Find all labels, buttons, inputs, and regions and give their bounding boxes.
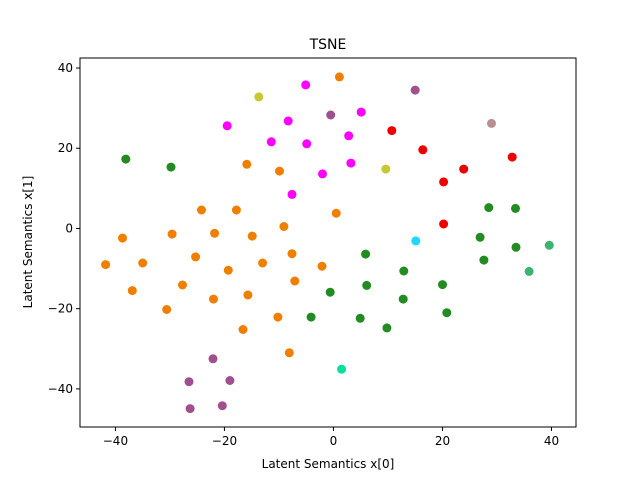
y-axis-ticks: −40 −20 0 20 40 (48, 61, 80, 396)
scatter-point-53 (356, 107, 366, 117)
scatter-point-32 (361, 249, 371, 259)
x-tick-label-1: −20 (212, 434, 237, 448)
scatter-point-71 (487, 118, 496, 128)
x-tick-label-3: 20 (435, 434, 450, 448)
scatter-point-15 (243, 290, 253, 300)
y-tick-label-1: −20 (48, 302, 73, 316)
scatter-point-13 (238, 325, 248, 334)
scatter-point-51 (344, 131, 354, 141)
scatter-point-8 (197, 205, 206, 215)
scatter-point-46 (283, 116, 293, 126)
scatter-point-50 (318, 169, 327, 179)
scatter-point-52 (346, 158, 356, 168)
scatter-point-23 (290, 276, 300, 286)
plot-frame (79, 57, 577, 428)
scatter-point-64 (439, 219, 449, 229)
scatter-point-72 (524, 266, 534, 276)
scatter-point-55 (410, 85, 420, 95)
scatter-point-54 (326, 110, 336, 120)
scatter-point-11 (223, 265, 233, 275)
scatter-point-69 (411, 236, 421, 246)
scatter-point-70 (337, 364, 347, 374)
scatter-point-1 (118, 233, 127, 243)
scatter-point-47 (287, 189, 297, 199)
y-tick-label-0: −40 (48, 382, 73, 396)
y-axis-label: Latent Semantics x[1] (21, 176, 35, 309)
scatter-point-0 (101, 260, 111, 270)
scatter-point-41 (484, 203, 494, 213)
scatter-point-42 (511, 203, 520, 213)
scatter-point-5 (167, 229, 177, 239)
x-tick-label-2: 0 (330, 434, 338, 448)
x-axis-ticks: −40 −20 0 20 40 (103, 427, 559, 448)
scatter-point-60 (217, 401, 227, 411)
scatter-point-66 (507, 152, 517, 162)
scatter-point-48 (301, 80, 311, 90)
scatter-point-68 (381, 164, 391, 174)
scatter-point-40 (479, 255, 489, 265)
scatter-point-24 (317, 261, 327, 271)
points-layer (101, 72, 554, 414)
scatter-point-59 (225, 376, 235, 385)
scatter-point-28 (166, 162, 176, 172)
scatter-point-26 (334, 72, 344, 82)
scatter-point-38 (442, 308, 452, 318)
scatter-point-63 (439, 177, 449, 187)
scatter-point-7 (191, 252, 201, 262)
scatter-point-19 (275, 166, 284, 176)
x-axis-label: Latent Semantics x[0] (262, 457, 395, 471)
scatter-point-16 (247, 231, 257, 241)
scatter-point-18 (273, 312, 283, 322)
scatter-point-22 (287, 249, 297, 259)
scatter-point-33 (362, 280, 372, 290)
scatter-point-61 (387, 126, 397, 136)
scatter-point-67 (254, 92, 264, 102)
scatter-point-9 (209, 294, 218, 304)
x-tick-label-4: 40 (544, 434, 559, 448)
scatter-point-73 (544, 240, 554, 250)
scatter-point-44 (222, 121, 232, 131)
scatter-point-6 (178, 280, 187, 290)
scatter-point-57 (185, 404, 195, 414)
scatter-point-34 (382, 323, 392, 333)
scatter-point-56 (184, 377, 194, 387)
scatter-point-39 (475, 232, 485, 242)
chart-title: TSNE (309, 37, 347, 53)
scatter-point-17 (258, 258, 268, 268)
x-tick-label-0: −40 (103, 434, 128, 448)
scatter-point-12 (231, 205, 241, 215)
y-tick-label-2: 0 (65, 221, 73, 235)
scatter-point-43 (511, 242, 521, 252)
scatter-point-49 (302, 139, 312, 149)
y-tick-label-4: 40 (58, 61, 73, 75)
scatter-point-21 (284, 348, 294, 358)
scatter-point-4 (162, 305, 172, 314)
scatter-point-3 (138, 258, 148, 268)
scatter-point-58 (208, 354, 218, 364)
scatter-point-29 (306, 312, 316, 322)
scatter-point-65 (459, 164, 469, 174)
y-tick-label-3: 20 (58, 141, 73, 155)
scatter-point-30 (325, 287, 335, 297)
scatter-point-31 (355, 313, 365, 323)
scatter-point-25 (331, 208, 341, 218)
scatter-point-27 (121, 154, 131, 164)
scatter-point-37 (438, 280, 447, 290)
scatter-point-2 (127, 286, 137, 296)
scatter-point-14 (242, 159, 252, 169)
scatter-point-62 (418, 145, 428, 155)
scatter-point-20 (279, 222, 289, 231)
scatter-point-10 (210, 228, 220, 238)
scatter-point-45 (266, 137, 276, 147)
scatter-point-36 (399, 266, 409, 276)
scatter-point-35 (398, 294, 408, 304)
